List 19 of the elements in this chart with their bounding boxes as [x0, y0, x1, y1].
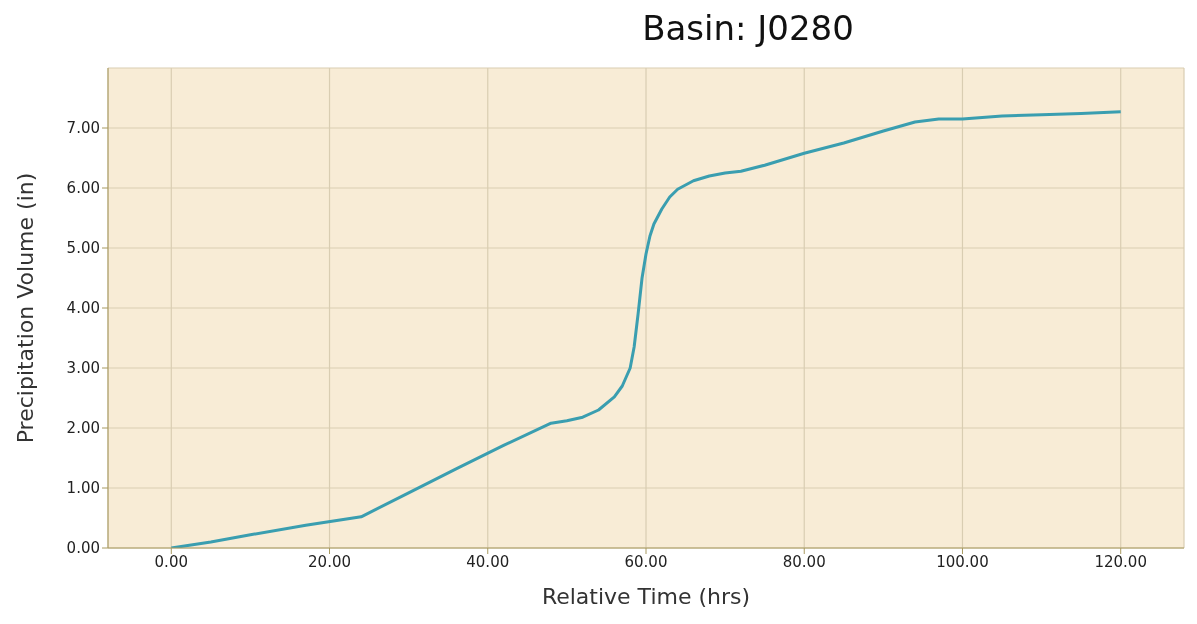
y-tick-label: 3.00 — [66, 359, 100, 378]
x-tick-label: 0.00 — [154, 552, 188, 571]
x-axis-title: Relative Time (hrs) — [541, 584, 751, 609]
x-tick-label: 40.00 — [466, 552, 510, 571]
x-tick-label: 80.00 — [782, 552, 826, 571]
y-tick-label: 2.00 — [66, 419, 100, 438]
x-tick-label: 20.00 — [308, 552, 352, 571]
x-tick-label: 120.00 — [1094, 552, 1147, 571]
line-series — [169, 110, 1123, 548]
y-tick-label: 7.00 — [66, 119, 100, 138]
y-tick-label: 5.00 — [66, 239, 100, 258]
y-axis-title: Precipitation Volume (in) — [12, 172, 38, 444]
y-tick-label: 0.00 — [66, 539, 100, 558]
y-tick-label: 1.00 — [66, 479, 100, 498]
x-tick-label: 100.00 — [936, 552, 989, 571]
y-tick-label: 6.00 — [66, 179, 100, 198]
y-tick-label: 4.00 — [66, 299, 100, 318]
x-tick-label: 60.00 — [624, 552, 668, 571]
chart-title: Basin: J0280 — [641, 8, 855, 50]
